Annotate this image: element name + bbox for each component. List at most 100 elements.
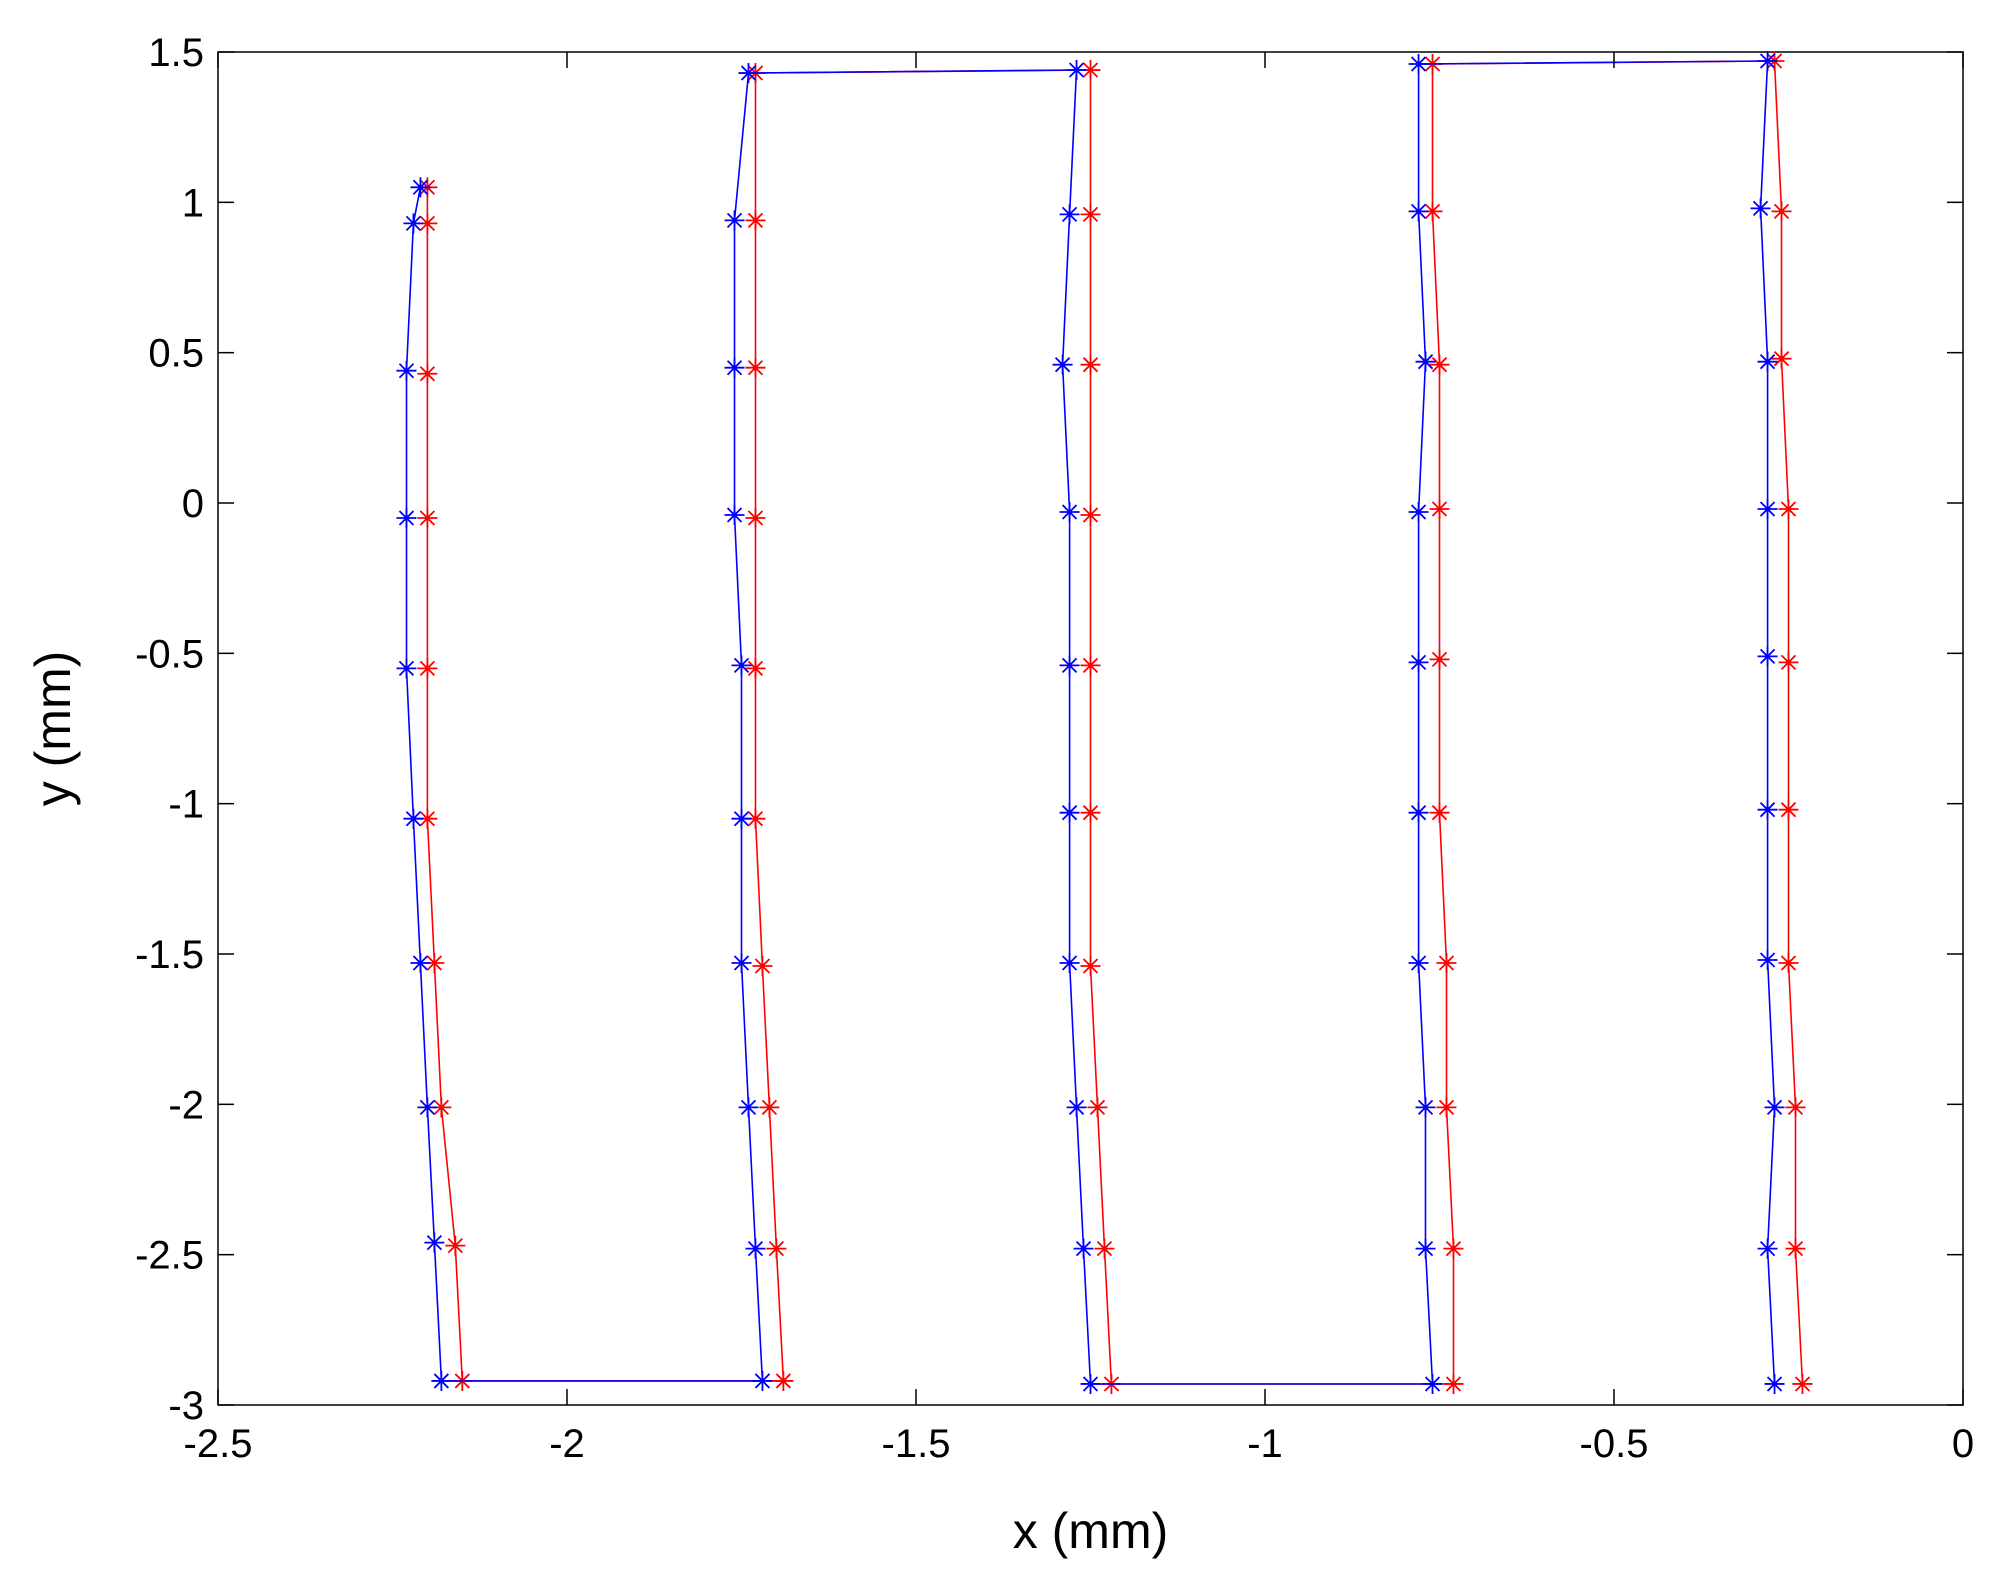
data-point xyxy=(1059,204,1080,225)
data-point xyxy=(1066,60,1087,81)
data-point xyxy=(752,1370,773,1391)
data-point xyxy=(773,1370,794,1391)
data-point xyxy=(724,210,745,231)
y-tick-label: 0.5 xyxy=(148,332,204,376)
data-point xyxy=(1415,1097,1436,1118)
data-point xyxy=(1422,201,1443,222)
data-point xyxy=(731,953,752,974)
data-point xyxy=(1080,1373,1101,1394)
data-point xyxy=(1764,1097,1785,1118)
y-tick-label: -3 xyxy=(168,1384,204,1428)
y-tick-label: 1 xyxy=(182,181,204,225)
data-point xyxy=(1429,354,1450,375)
data-point xyxy=(1443,1238,1464,1259)
data-point xyxy=(1052,354,1073,375)
data-point xyxy=(1408,201,1429,222)
data-point xyxy=(1080,802,1101,823)
y-tick-label: -1 xyxy=(168,783,204,827)
data-point xyxy=(403,213,424,234)
data-point xyxy=(1073,1238,1094,1259)
data-point xyxy=(745,508,766,529)
data-point xyxy=(1059,502,1080,523)
data-point xyxy=(724,357,745,378)
data-point xyxy=(745,1238,766,1259)
data-point xyxy=(1792,1373,1813,1394)
data-point xyxy=(1094,1238,1115,1259)
data-point xyxy=(1785,1097,1806,1118)
data-point xyxy=(1757,499,1778,520)
data-point xyxy=(1408,802,1429,823)
data-point xyxy=(396,508,417,529)
data-point xyxy=(417,508,438,529)
data-point xyxy=(1771,201,1792,222)
y-tick-label: -1.5 xyxy=(135,933,204,977)
series-line xyxy=(426,60,1804,1385)
data-point xyxy=(1059,655,1080,676)
data-point xyxy=(417,1097,438,1118)
x-tick-label: 0 xyxy=(1952,1422,1974,1466)
data-point xyxy=(410,953,431,974)
data-point xyxy=(417,658,438,679)
data-point xyxy=(1778,953,1799,974)
data-point xyxy=(1080,505,1101,526)
data-point xyxy=(1429,499,1450,520)
data-point xyxy=(1785,1238,1806,1259)
y-axis-ticks: -3 -2.5 -2 -1.5 -1 -0.5 0 0.5 1 1.5 xyxy=(135,31,1963,1428)
y-tick-label: -0.5 xyxy=(135,632,204,676)
data-point xyxy=(1080,204,1101,225)
data-point xyxy=(1757,799,1778,820)
data-point xyxy=(1415,1238,1436,1259)
data-point xyxy=(766,1238,787,1259)
data-point xyxy=(1408,652,1429,673)
data-point xyxy=(1757,950,1778,971)
data-point xyxy=(410,177,431,198)
data-point xyxy=(1764,1373,1785,1394)
data-point xyxy=(738,1097,759,1118)
data-point xyxy=(759,1097,780,1118)
series-1 xyxy=(396,51,1785,1394)
data-point xyxy=(1087,1097,1108,1118)
series-line xyxy=(405,60,1776,1385)
data-point xyxy=(1778,652,1799,673)
data-point xyxy=(396,360,417,381)
data-point xyxy=(1408,502,1429,523)
data-point xyxy=(738,63,759,84)
data-point xyxy=(424,953,445,974)
data-point xyxy=(417,363,438,384)
x-tick-label: -1 xyxy=(1247,1422,1283,1466)
data-point xyxy=(1059,953,1080,974)
data-point xyxy=(745,658,766,679)
data-point xyxy=(1757,351,1778,372)
data-point xyxy=(1778,499,1799,520)
data-point xyxy=(745,808,766,829)
data-point xyxy=(417,213,438,234)
data-point xyxy=(1750,198,1771,219)
data-point xyxy=(431,1097,452,1118)
series-0 xyxy=(417,51,1813,1394)
data-point xyxy=(752,956,773,977)
data-point xyxy=(745,357,766,378)
data-point xyxy=(731,808,752,829)
y-axis-label: y (mm) xyxy=(25,651,81,807)
data-point xyxy=(396,658,417,679)
data-point xyxy=(1429,802,1450,823)
data-point xyxy=(1408,953,1429,974)
data-point xyxy=(1757,51,1778,72)
y-tick-label: -2 xyxy=(168,1083,204,1127)
data-point xyxy=(1408,54,1429,75)
data-point xyxy=(424,1232,445,1253)
data-point xyxy=(724,505,745,526)
data-point xyxy=(1415,351,1436,372)
x-axis-ticks: -2.5 -2 -1.5 -1 -0.5 0 xyxy=(184,52,1974,1466)
data-point xyxy=(1436,953,1457,974)
x-tick-label: -2.5 xyxy=(184,1422,253,1466)
y-tick-label: -2.5 xyxy=(135,1234,204,1278)
data-point xyxy=(1778,799,1799,820)
data-point xyxy=(431,1370,452,1391)
data-point xyxy=(403,808,424,829)
x-axis-label: x (mm) xyxy=(1013,1503,1169,1559)
axes-frame xyxy=(217,51,1964,1406)
